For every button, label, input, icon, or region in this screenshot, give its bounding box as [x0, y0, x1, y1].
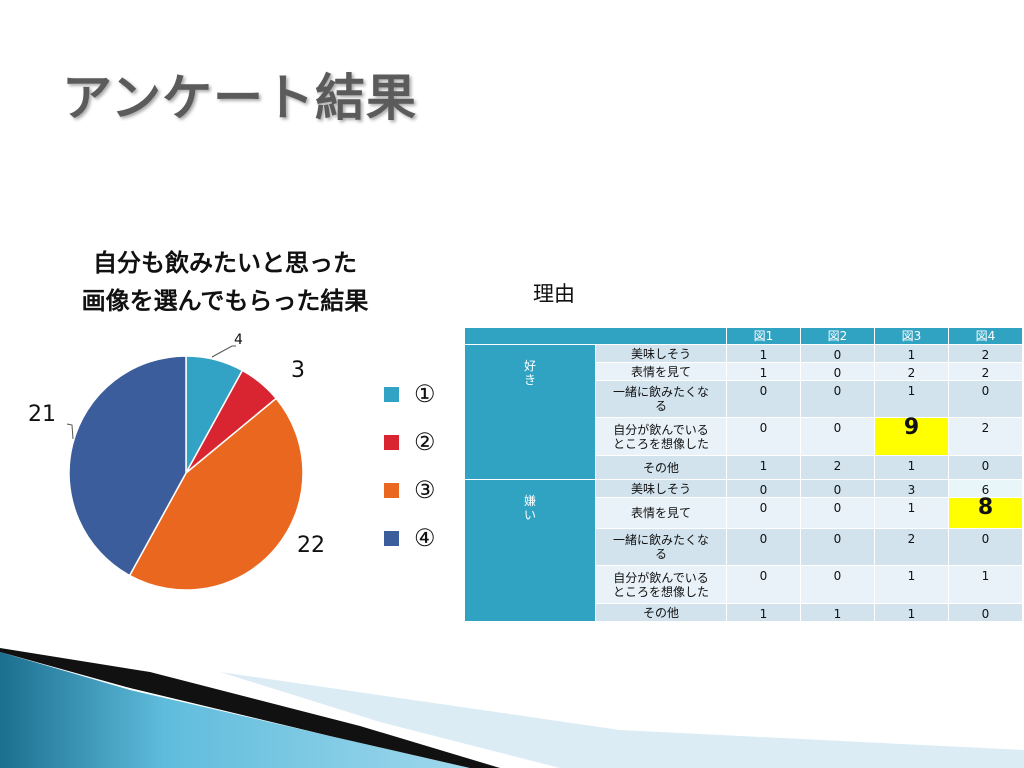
value-cell: 1 — [726, 455, 801, 480]
table-header-cell: 図4 — [948, 327, 1023, 345]
reason-cell: その他 — [595, 455, 727, 480]
value-cell: 0 — [800, 344, 875, 363]
value-cell: 1 — [874, 603, 949, 622]
value-cell: 0 — [726, 380, 801, 418]
highlighted-value-cell: 8 — [948, 497, 1023, 529]
legend-label: ② — [414, 428, 436, 456]
value-cell: 0 — [800, 497, 875, 529]
table-header-cell: 図1 — [726, 327, 801, 345]
pie-data-label: 22 — [297, 533, 325, 558]
value-cell: 6 — [948, 479, 1023, 498]
value-cell: 2 — [800, 455, 875, 480]
pie-slice — [128, 397, 304, 591]
value-cell: 0 — [726, 479, 801, 498]
value-cell: 2 — [948, 417, 1023, 456]
value-cell: 1 — [726, 603, 801, 622]
slide-title: アンケート結果 — [62, 69, 417, 127]
pie-slice — [68, 355, 187, 577]
chart-title-line-1: 自分も飲みたいと思った — [93, 249, 357, 277]
value-cell: 1 — [874, 455, 949, 480]
value-cell: 0 — [726, 565, 801, 604]
value-cell: 2 — [874, 528, 949, 566]
value-cell: 0 — [948, 455, 1023, 480]
pie-data-label: 3 — [291, 358, 305, 383]
value-cell: 0 — [726, 497, 801, 529]
table-header-cell: 図2 — [800, 327, 875, 345]
highlighted-value-cell: 9 — [874, 417, 949, 456]
pie-data-labels: 4 3 22 21 — [28, 332, 325, 558]
value-cell: 0 — [948, 603, 1023, 622]
pie-slices — [68, 355, 304, 591]
table-row: 嫌 い 美味しそう 0 0 3 6 — [464, 479, 1023, 622]
value-cell: 0 — [800, 528, 875, 566]
reason-cell: 表情を見て — [595, 497, 727, 529]
value-cell: 1 — [874, 565, 949, 604]
pie-chart: 4 3 22 21 — [28, 332, 325, 591]
legend-label: ③ — [414, 476, 436, 504]
value-cell: 1 — [874, 497, 949, 529]
value-cell: 0 — [800, 417, 875, 456]
reason-cell: 自分が飲んでいる ところを想像した — [595, 417, 727, 456]
table-header-blank — [464, 327, 727, 345]
value-cell: 0 — [800, 362, 875, 381]
reason-cell: 美味しそう — [595, 479, 727, 498]
reason-cell: 表情を見て — [595, 362, 727, 381]
value-cell: 1 — [800, 603, 875, 622]
pie-leader-lines — [66, 345, 236, 440]
table-row: 好 き 美味しそう 1 0 1 2 — [464, 344, 1023, 480]
pie-data-label: 21 — [28, 402, 56, 427]
value-cell: 0 — [948, 528, 1023, 566]
value-cell: 0 — [948, 380, 1023, 418]
chart-title: 自分も飲みたいと思った 画像を選んでもらった結果 — [40, 244, 410, 320]
value-cell: 0 — [800, 479, 875, 498]
value-cell: 0 — [800, 565, 875, 604]
legend-swatch — [384, 435, 399, 450]
decorative-swoosh — [0, 648, 1024, 768]
reason-cell: 美味しそう — [595, 344, 727, 363]
legend-swatch — [384, 483, 399, 498]
value-cell: 2 — [948, 362, 1023, 381]
group-label-like: 好 き — [464, 344, 596, 480]
table-header-row: 図1 図2 図3 図4 — [464, 327, 1023, 345]
value-cell: 2 — [874, 362, 949, 381]
legend-label: ④ — [414, 524, 436, 552]
value-cell: 1 — [874, 380, 949, 418]
group-label-dislike: 嫌 い — [464, 479, 596, 622]
legend-swatch — [384, 531, 399, 546]
value-cell: 1 — [726, 344, 801, 363]
leader-line-3 — [66, 423, 74, 440]
results-table: 図1 図2 図3 図4 好 き 美味しそう 1 0 1 2 表情を見て 1 0 … — [464, 327, 1023, 622]
table-header-cell: 図3 — [874, 327, 949, 345]
reason-cell: 一緒に飲みたくな る — [595, 380, 727, 418]
value-cell: 3 — [874, 479, 949, 498]
chart-title-line-2: 画像を選んでもらった結果 — [81, 287, 369, 315]
table-row: その他 1 1 1 0 — [464, 603, 1023, 622]
legend-swatch — [384, 387, 399, 402]
value-cell: 0 — [726, 417, 801, 456]
pie-data-label: 4 — [234, 332, 243, 348]
table-row: 表情を見て 1 0 2 2 — [464, 362, 1023, 381]
legend-label: ① — [414, 380, 436, 408]
value-cell: 0 — [800, 380, 875, 418]
value-cell: 1 — [726, 362, 801, 381]
value-cell: 2 — [948, 344, 1023, 363]
leader-line-1 — [211, 345, 236, 358]
reason-cell: 一緒に飲みたくな る — [595, 528, 727, 566]
value-cell: 1 — [874, 344, 949, 363]
table-label: 理由 — [533, 282, 575, 306]
value-cell: 1 — [948, 565, 1023, 604]
reason-cell: 自分が飲んでいる ところを想像した — [595, 565, 727, 604]
reason-cell: その他 — [595, 603, 727, 622]
value-cell: 0 — [726, 528, 801, 566]
